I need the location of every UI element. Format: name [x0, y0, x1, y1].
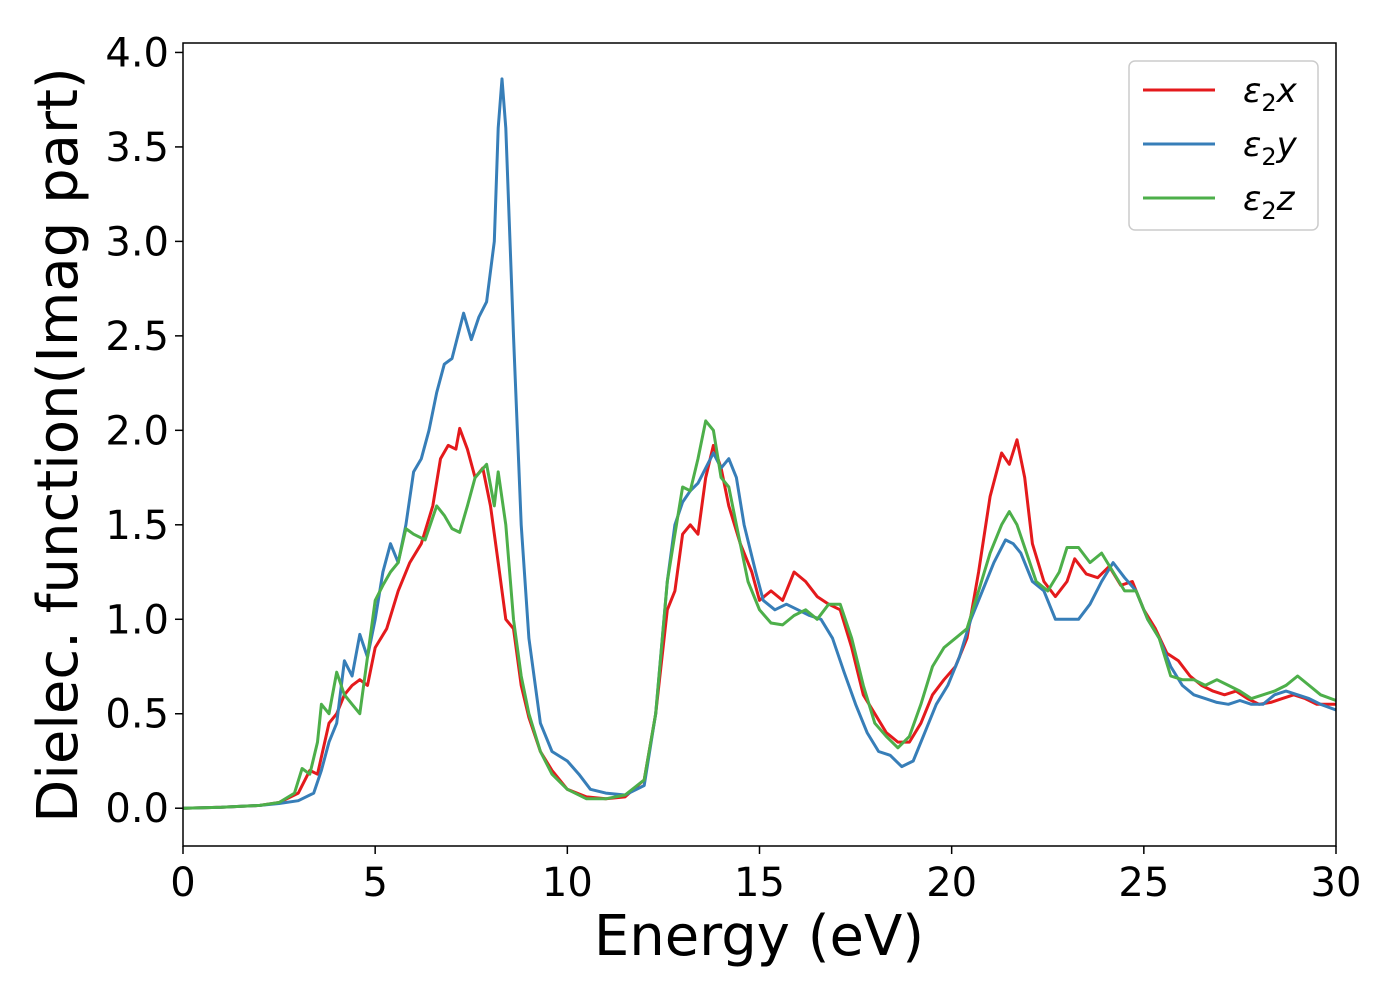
series-line-x	[183, 426, 1336, 810]
y-tick-label: 0.5	[105, 692, 169, 738]
y-tick-label: 0.0	[105, 786, 169, 832]
x-axis-title: Energy (eV)	[594, 904, 924, 969]
y-tick-label: 2.5	[105, 314, 169, 360]
series-lines	[183, 77, 1336, 810]
x-tick-label: 25	[1118, 860, 1169, 906]
legend-label-x: ε2x	[1243, 71, 1298, 117]
x-tick-label: 30	[1311, 860, 1362, 906]
x-tick-label: 5	[362, 860, 387, 906]
x-tick-label: 20	[926, 860, 977, 906]
y-tick-label: 1.5	[105, 503, 169, 549]
y-tick-label: 4.0	[105, 30, 169, 76]
legend: ε2x ε2y ε2z	[1128, 60, 1319, 231]
x-tick-label: 0	[170, 860, 195, 906]
legend-label-z: ε2z	[1243, 179, 1296, 225]
x-axis-ticks: 0 5 10 15 20 25 30	[170, 846, 1361, 906]
series-line-y	[183, 77, 1336, 810]
x-tick-label: 10	[542, 860, 593, 906]
legend-box	[1128, 60, 1319, 231]
y-tick-label: 3.0	[105, 219, 169, 265]
y-axis-ticks: 0.0 0.5 1.0 1.5 2.0 2.5 3.0 3.5 4.0	[105, 30, 183, 832]
legend-label-y: ε2y	[1243, 125, 1298, 171]
y-tick-label: 1.0	[105, 597, 169, 643]
x-tick-label: 15	[734, 860, 785, 906]
y-tick-label: 3.5	[105, 125, 169, 171]
series-line-z	[183, 419, 1336, 810]
y-axis-title: Dielec. function(Imag part)	[26, 67, 91, 823]
y-tick-label: 2.0	[105, 408, 169, 454]
